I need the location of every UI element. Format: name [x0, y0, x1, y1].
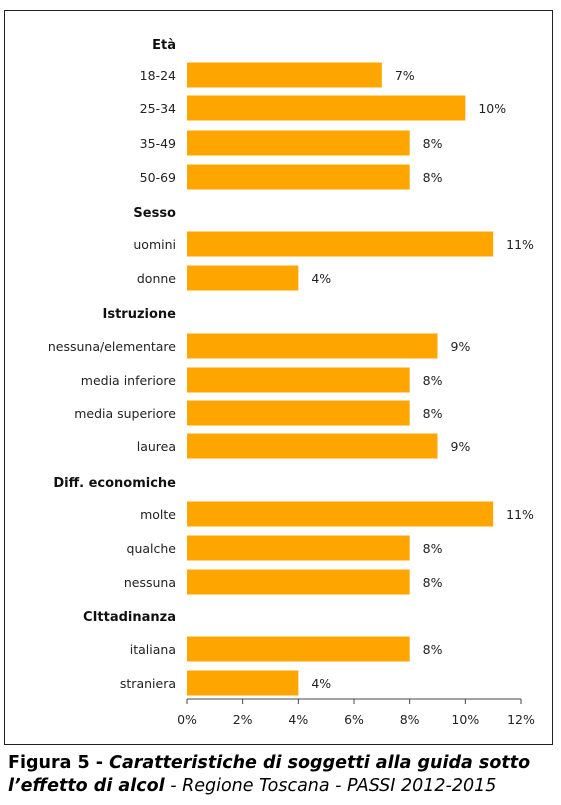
bar-chart: Età 18-24 7% 25-34 10% 35-49 8% 50-69 8% Sesso uom…: [48, 38, 535, 727]
x-tick-label: 8%: [400, 712, 420, 727]
caption-separator: -: [89, 753, 110, 773]
figure-source: - Regione Toscana - PASSI 2012-2015: [164, 776, 497, 796]
value-label: 8%: [423, 136, 443, 151]
value-label: 11%: [506, 237, 534, 252]
bar: [187, 231, 494, 257]
value-label: 8%: [423, 642, 443, 657]
figure-number: Figura 5: [8, 753, 90, 773]
value-label: 8%: [423, 373, 443, 388]
category-label: 25-34: [140, 101, 176, 116]
bar: [187, 501, 494, 527]
bar: [187, 535, 410, 561]
value-label: 8%: [423, 406, 443, 421]
group-label: CIttadinanza: [83, 610, 176, 625]
x-tick-label: 4%: [288, 712, 308, 727]
bar: [187, 670, 299, 696]
bar: [187, 333, 438, 359]
value-label: 4%: [311, 676, 331, 691]
value-label: 8%: [423, 575, 443, 590]
figure-title: Caratteristiche di soggetti alla guida s…: [8, 753, 531, 796]
group-label: Età: [152, 38, 176, 53]
bar: [187, 569, 410, 595]
group-label: Sesso: [133, 206, 176, 221]
value-label: 4%: [311, 271, 331, 286]
value-label: 11%: [506, 507, 534, 522]
figure-caption: Figura 5 - Caratteristiche di soggetti a…: [8, 752, 556, 798]
value-label: 9%: [451, 439, 471, 454]
bar: [187, 95, 466, 121]
bar: [187, 62, 382, 88]
bar: [187, 265, 299, 291]
category-label: molte: [140, 507, 176, 522]
category-label: italiana: [130, 642, 176, 657]
value-label: 8%: [423, 541, 443, 556]
category-label: nessuna/elementare: [48, 339, 176, 354]
x-tick-label: 6%: [344, 712, 364, 727]
category-label: uomini: [133, 237, 176, 252]
group-label: Diff. economiche: [53, 476, 176, 491]
chart-frame: Età 18-24 7% 25-34 10% 35-49 8% 50-69 8% Sesso uom…: [4, 10, 553, 745]
category-label: straniera: [120, 676, 176, 691]
bar: [187, 433, 438, 459]
x-tick-label: 2%: [233, 712, 253, 727]
category-label: donne: [137, 271, 176, 286]
category-label: 35-49: [140, 136, 176, 151]
bar: [187, 400, 410, 426]
bar: [187, 164, 410, 190]
x-tick-label: 10%: [451, 712, 479, 727]
category-label: media superiore: [74, 406, 176, 421]
group-label: Istruzione: [103, 307, 177, 322]
x-tick-label: 12%: [507, 712, 535, 727]
category-label: 50-69: [140, 170, 176, 185]
bar: [187, 636, 410, 662]
value-label: 8%: [423, 170, 443, 185]
category-label: nessuna: [124, 575, 176, 590]
x-tick-label: 0%: [177, 712, 197, 727]
bar: [187, 130, 410, 156]
category-label: media inferiore: [81, 373, 177, 388]
category-label: qualche: [127, 541, 177, 556]
bar: [187, 367, 410, 393]
value-label: 9%: [451, 339, 471, 354]
category-label: laurea: [137, 439, 176, 454]
value-label: 10%: [478, 101, 506, 116]
value-label: 7%: [395, 68, 415, 83]
category-label: 18-24: [140, 68, 176, 83]
